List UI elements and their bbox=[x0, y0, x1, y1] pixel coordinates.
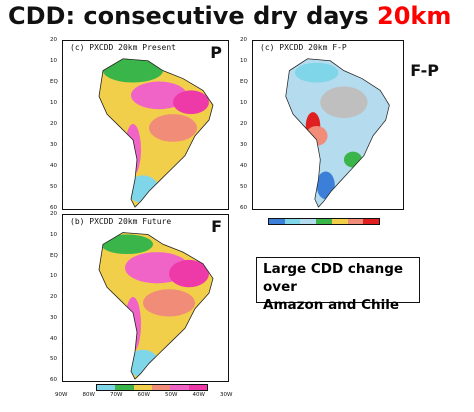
region-west-coast-pink bbox=[125, 297, 141, 352]
slide-title: CDD: consecutive dry days 20km bbox=[8, 2, 468, 34]
latitude-tick-label: 20 bbox=[50, 37, 57, 43]
region-northeast-magenta bbox=[169, 259, 209, 288]
region-north-cyan bbox=[294, 62, 339, 83]
map-panel-difference: (c) PXCDD 20km F-P F-P bbox=[252, 40, 439, 210]
title-accent: 20km bbox=[377, 2, 452, 30]
region-southeast-green bbox=[343, 151, 363, 168]
latitude-tick-label: 20 bbox=[50, 294, 57, 300]
panel-letter: F-P bbox=[410, 61, 439, 80]
region-west-coast-pink bbox=[125, 124, 141, 176]
latitude-tick-label: EQ bbox=[50, 252, 58, 259]
latitude-tick-label: 30 bbox=[240, 142, 247, 148]
latitude-tick-label: 60 bbox=[50, 205, 57, 211]
map-panel-future: (b) PXCDD 20km Future F bbox=[62, 214, 229, 382]
latitude-tick-label: 20 bbox=[240, 37, 247, 43]
panel-label: (c) PXCDD 20km F-P bbox=[259, 43, 348, 52]
latitude-tick-label: 10 bbox=[50, 58, 57, 64]
colorbar-difference bbox=[268, 218, 380, 225]
latitude-tick-label: 60 bbox=[240, 205, 247, 211]
region-patagonia-blue bbox=[316, 171, 335, 200]
coastline bbox=[285, 58, 390, 208]
latitude-tick-label: 10 bbox=[240, 58, 247, 64]
map-svg bbox=[98, 232, 214, 380]
longitude-tick-label: 30W bbox=[220, 392, 233, 398]
region-andes-salmon bbox=[305, 125, 328, 146]
region-northeast-magenta bbox=[173, 90, 209, 115]
latitude-tick-label: 20 bbox=[50, 211, 57, 217]
latitude-tick-label: 60 bbox=[50, 377, 57, 383]
panel-label: (c) PXCDD 20km Present bbox=[69, 43, 177, 52]
latitude-tick-label: EQ bbox=[240, 79, 248, 85]
coastline bbox=[98, 58, 214, 208]
latitude-tick-label: 40 bbox=[50, 163, 57, 169]
latitude-tick-label: 40 bbox=[240, 163, 247, 169]
latitude-tick-label: 10 bbox=[50, 273, 57, 280]
colorbar-future bbox=[96, 384, 208, 391]
panel-label: (b) PXCDD 20km Future bbox=[69, 217, 173, 226]
longitude-tick-label: 50W bbox=[165, 392, 178, 398]
coastline bbox=[98, 232, 214, 380]
latitude-tick-label: 20 bbox=[240, 121, 247, 127]
region-central-salmon bbox=[149, 114, 197, 142]
latitude-tick-label: 50 bbox=[50, 356, 57, 363]
callout-line-2: Amazon and Chile bbox=[263, 297, 400, 313]
latitude-tick-label: 50 bbox=[50, 184, 57, 190]
latitude-tick-label: 50 bbox=[240, 184, 247, 190]
title-main: CDD: consecutive dry days bbox=[8, 2, 377, 30]
longitude-tick-label: 40W bbox=[192, 392, 205, 398]
annotation-callout: Large CDD change over Amazon and Chile bbox=[256, 257, 420, 313]
longitude-tick-label: 90W bbox=[55, 392, 68, 398]
latitude-tick-label: 20 bbox=[50, 121, 57, 127]
latitude-tick-label: 30 bbox=[50, 314, 57, 321]
longitude-tick-label: 80W bbox=[82, 392, 95, 398]
map-svg bbox=[285, 58, 390, 208]
panel-letter: F bbox=[211, 217, 222, 236]
callout-line-1: Large CDD change over bbox=[263, 261, 404, 295]
latitude-tick-label: 40 bbox=[50, 335, 57, 342]
latitude-tick-label: 10 bbox=[50, 231, 57, 238]
map-svg bbox=[98, 58, 214, 208]
map-panel-present: (c) PXCDD 20km Present P bbox=[62, 40, 229, 210]
region-north-green bbox=[103, 58, 163, 83]
latitude-tick-label: EQ bbox=[50, 79, 58, 85]
latitude-tick-label: 10 bbox=[50, 100, 57, 106]
region-central-salmon bbox=[143, 289, 195, 317]
region-amazon-gray bbox=[320, 86, 368, 119]
longitude-tick-label: 70W bbox=[110, 392, 123, 398]
longitude-tick-label: 60W bbox=[137, 392, 150, 398]
latitude-tick-label: 30 bbox=[50, 142, 57, 148]
region-north-green bbox=[101, 234, 153, 255]
latitude-tick-label: 10 bbox=[240, 100, 247, 106]
panel-letter: P bbox=[210, 43, 222, 62]
